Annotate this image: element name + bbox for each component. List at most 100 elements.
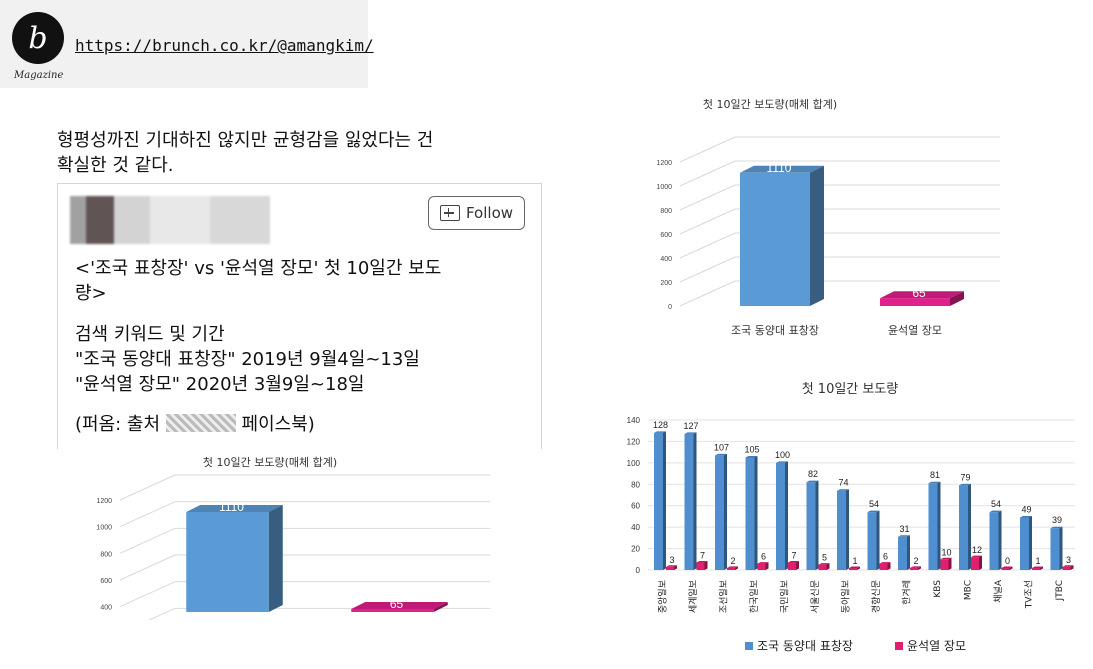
bar-top <box>818 563 830 565</box>
data-label: 81 <box>930 470 940 480</box>
data-label: 10 <box>941 547 951 557</box>
bar-side <box>693 432 697 570</box>
legend-swatch <box>895 642 903 650</box>
bar-top <box>715 453 727 456</box>
bar-side <box>1029 516 1032 570</box>
follow-button[interactable]: Follow <box>428 196 525 230</box>
data-label: 105 <box>744 445 759 455</box>
chart-total-top: 0 200 400 600 800 1000 1200 1110 조국 동양대 표창장 65 윤석열… <box>656 136 1000 337</box>
brunch-logo-icon[interactable]: b <box>12 12 64 64</box>
data-label: 65 <box>912 286 926 300</box>
y-tick-label: 140 <box>627 416 641 425</box>
bar-side <box>937 481 941 570</box>
svg-text:b: b <box>28 21 47 56</box>
y-tick-label: 800 <box>100 551 112 558</box>
y-tick-label: 0 <box>668 304 672 311</box>
y-tick-label: 60 <box>631 502 640 511</box>
bar-side <box>1040 566 1043 570</box>
y-tick-label: 400 <box>660 256 672 263</box>
gridline-diag <box>119 474 176 501</box>
bar-top <box>959 483 971 486</box>
x-tick-label: MBC <box>963 580 973 600</box>
gridline-diag <box>679 280 736 307</box>
post-title-line: 량> <box>75 283 107 304</box>
bar-top <box>898 535 910 537</box>
y-tick-label: 600 <box>660 232 672 239</box>
bar-side <box>724 453 727 570</box>
bar-side <box>1059 526 1063 570</box>
x-tick-label: KBS <box>933 580 943 598</box>
gridline-diag <box>119 527 176 554</box>
source-line: (퍼옴: 출처 페이스북) <box>75 412 315 437</box>
data-label: 3 <box>1066 555 1071 565</box>
bar-top <box>837 489 849 491</box>
bar-side <box>815 480 819 570</box>
y-tick-label: 600 <box>100 578 112 585</box>
gridline-diag <box>679 184 736 211</box>
bar-side <box>796 561 799 570</box>
bar <box>971 557 979 570</box>
x-tick-label: 중앙일보 <box>656 580 668 613</box>
gridline-diag <box>119 554 176 581</box>
bar-top <box>776 461 788 463</box>
gridline-diag <box>679 232 736 259</box>
gridline-diag <box>119 501 176 528</box>
gridline-diag <box>119 581 176 608</box>
x-tick-label: 동아일보 <box>840 580 851 613</box>
x-tick-label: 한국일보 <box>749 580 760 613</box>
x-tick-label: TV조선 <box>1023 580 1034 609</box>
quote-line: 확실한 것 같다. <box>57 155 174 176</box>
bar <box>849 568 857 570</box>
bar <box>776 462 785 570</box>
y-tick-label: 800 <box>660 208 672 215</box>
bar-top <box>351 602 448 609</box>
data-label: 79 <box>960 472 970 482</box>
bar-side <box>857 566 860 570</box>
x-tick-label: 서울신문 <box>810 580 821 613</box>
data-label: 128 <box>653 420 668 430</box>
bar-side <box>754 456 758 570</box>
post-title-line: <'조국 표창장' vs '윤석열 장모' 첫 10일간 보도 <box>75 258 442 279</box>
bar <box>940 559 949 570</box>
data-label: 1110 <box>767 161 792 175</box>
data-label: 2 <box>730 556 735 566</box>
keyword-heading: 검색 키워드 및 기간 <box>75 324 225 345</box>
bar <box>186 512 269 612</box>
bar-top <box>1032 566 1043 568</box>
bar-side <box>918 566 921 570</box>
y-tick-label: 20 <box>631 545 640 554</box>
data-label: 65 <box>390 597 404 611</box>
author-url-link[interactable]: https://brunch.co.kr/@amangkim/ <box>75 36 374 55</box>
x-tick-label: 세계일보 <box>687 580 699 613</box>
bar-side <box>704 561 708 570</box>
bar <box>745 457 755 570</box>
data-label: 0 <box>1005 556 1010 566</box>
bar <box>1032 568 1040 570</box>
keyword-line: "조국 동양대 표창장" 2019년 9월4일~13일 <box>75 349 420 370</box>
chart-title-total: 첫 10일간 보도량(매체 합계) <box>702 98 838 111</box>
data-label: 6 <box>761 552 766 562</box>
bar-top <box>745 456 758 458</box>
blurred-name <box>165 414 236 432</box>
y-tick-label: 1200 <box>96 498 112 505</box>
y-tick-label: 120 <box>627 437 641 446</box>
bar-side <box>735 566 738 570</box>
quote-text: 형평성까진 기대하진 않지만 균형감을 잃었다는 건 확실한 것 같다. <box>57 128 547 178</box>
bar-top <box>788 561 799 563</box>
legend-label: 조국 동양대 표창장 <box>757 639 853 653</box>
bar-top <box>849 566 860 568</box>
bar-top <box>867 510 880 513</box>
bar-side <box>979 555 982 570</box>
data-label: 82 <box>808 469 818 479</box>
bar-side <box>998 510 1002 570</box>
x-tick-label: 국민일보 <box>779 580 790 613</box>
facebook-post-card: Follow <'조국 표창장' vs '윤석열 장모' 첫 10일간 보도 량… <box>57 183 542 449</box>
bar <box>837 490 846 570</box>
x-tick-label: 조선일보 <box>718 580 729 613</box>
data-label: 1110 <box>219 500 244 514</box>
source-prefix: (퍼옴: 출처 <box>75 414 161 435</box>
source-suffix: 페이스북) <box>241 414 315 435</box>
bar <box>959 485 968 570</box>
data-label: 5 <box>822 553 827 563</box>
